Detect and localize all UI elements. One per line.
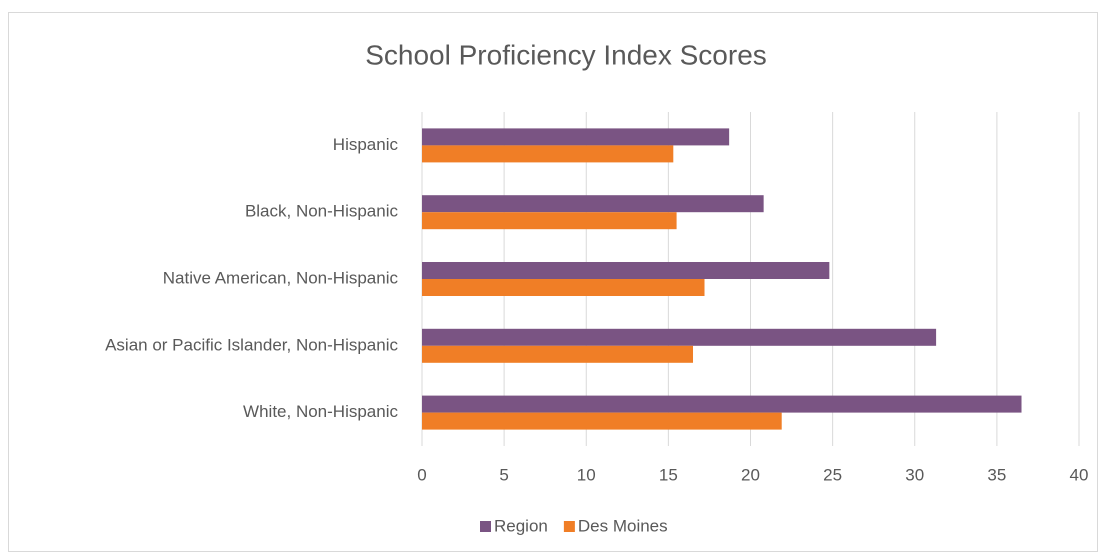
bar bbox=[422, 395, 1022, 413]
bar bbox=[422, 412, 782, 430]
x-tick-label: 10 bbox=[577, 465, 596, 484]
x-tick-label: 25 bbox=[823, 465, 842, 484]
legend-swatch bbox=[563, 521, 575, 532]
x-tick-label: 0 bbox=[417, 465, 426, 484]
bar bbox=[422, 328, 937, 346]
legend-label: Des Moines bbox=[578, 516, 668, 535]
y-tick-label: Asian or Pacific Islander, Non-Hispanic bbox=[105, 335, 398, 354]
x-tick-label: 5 bbox=[499, 465, 508, 484]
x-tick-label: 35 bbox=[987, 465, 1006, 484]
x-tick-label: 30 bbox=[905, 465, 924, 484]
y-tick-label: Black, Non-Hispanic bbox=[245, 202, 399, 221]
bar bbox=[422, 195, 764, 213]
y-tick-label: Native American, Non-Hispanic bbox=[163, 268, 399, 287]
bar bbox=[422, 145, 674, 163]
legend-label: Region bbox=[494, 516, 548, 535]
bar bbox=[422, 262, 830, 279]
y-tick-label: White, Non-Hispanic bbox=[243, 402, 398, 421]
bar bbox=[422, 128, 730, 146]
bar bbox=[422, 279, 705, 296]
bar bbox=[422, 345, 694, 363]
x-tick-label: 15 bbox=[659, 465, 678, 484]
y-tick-label: Hispanic bbox=[333, 135, 399, 154]
x-tick-label: 40 bbox=[1070, 465, 1089, 484]
bar bbox=[422, 212, 677, 230]
x-tick-label: 20 bbox=[741, 465, 760, 484]
legend-swatch bbox=[480, 521, 491, 532]
chart-title: School Proficiency Index Scores bbox=[365, 39, 767, 70]
